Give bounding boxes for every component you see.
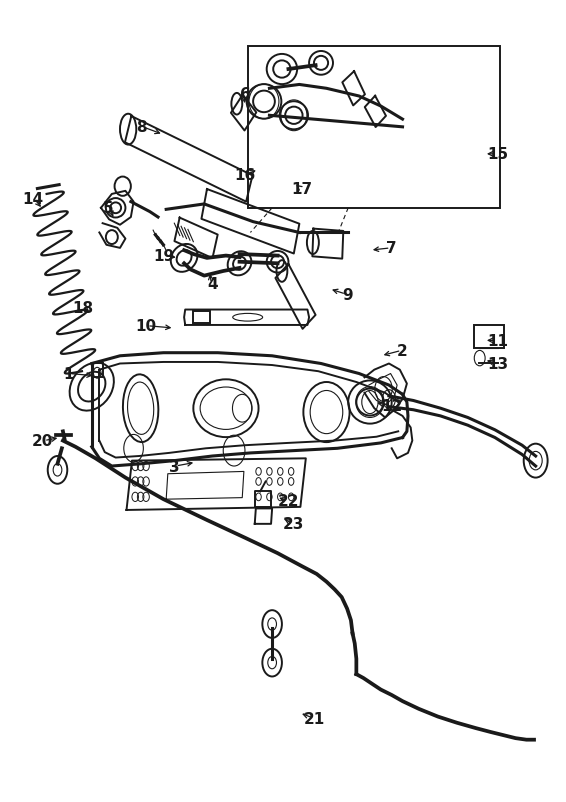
Text: 3: 3 — [169, 459, 179, 474]
Text: 8: 8 — [136, 120, 147, 136]
Text: 21: 21 — [304, 711, 325, 726]
Text: 4: 4 — [207, 277, 218, 291]
Text: 16: 16 — [234, 168, 256, 183]
Text: 20: 20 — [32, 434, 54, 448]
Text: 23: 23 — [283, 516, 305, 532]
Text: 1: 1 — [63, 367, 74, 382]
Text: 12: 12 — [381, 399, 402, 414]
Text: 14: 14 — [23, 192, 44, 207]
Text: 10: 10 — [135, 319, 157, 334]
Text: 18: 18 — [72, 301, 93, 316]
Text: 11: 11 — [487, 334, 508, 348]
Bar — [248, 47, 500, 209]
Text: 15: 15 — [487, 147, 508, 162]
Text: 19: 19 — [153, 249, 174, 264]
Bar — [194, 312, 209, 324]
Bar — [474, 326, 504, 349]
Text: 13: 13 — [487, 357, 508, 371]
Text: 7: 7 — [387, 241, 397, 256]
Text: 2: 2 — [397, 343, 408, 358]
Text: 17: 17 — [291, 182, 312, 196]
Text: 22: 22 — [278, 493, 299, 508]
Text: 6: 6 — [239, 87, 250, 102]
Text: 9: 9 — [342, 287, 353, 302]
Text: 5: 5 — [102, 201, 113, 216]
